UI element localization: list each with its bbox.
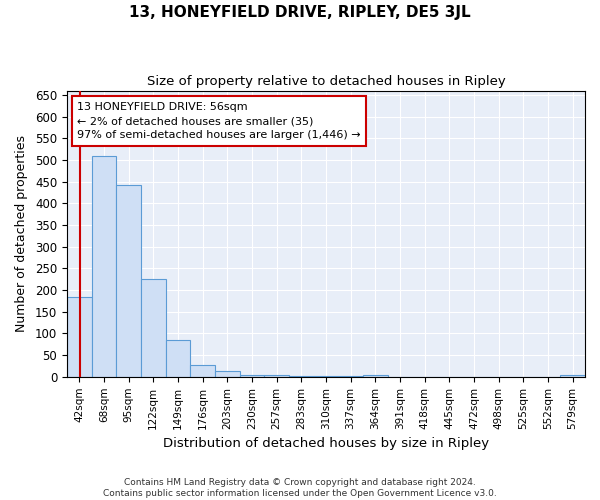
Text: Contains HM Land Registry data © Crown copyright and database right 2024.
Contai: Contains HM Land Registry data © Crown c… (103, 478, 497, 498)
Bar (141, 279, 166, 377)
Bar (215, 371, 239, 377)
Bar (363, 374, 388, 377)
Bar (92, 156, 116, 377)
Bar (166, 340, 190, 377)
X-axis label: Distribution of detached houses by size in Ripley: Distribution of detached houses by size … (163, 437, 489, 450)
Bar (190, 364, 215, 377)
Y-axis label: Number of detached properties: Number of detached properties (15, 135, 28, 332)
Bar (116, 184, 141, 377)
Bar (239, 374, 264, 377)
Text: 13, HONEYFIELD DRIVE, RIPLEY, DE5 3JL: 13, HONEYFIELD DRIVE, RIPLEY, DE5 3JL (129, 5, 471, 20)
Title: Size of property relative to detached houses in Ripley: Size of property relative to detached ho… (146, 75, 505, 88)
Bar (67, 298, 92, 377)
Bar (264, 375, 289, 377)
Bar (289, 376, 314, 377)
Text: 13 HONEYFIELD DRIVE: 56sqm
← 2% of detached houses are smaller (35)
97% of semi-: 13 HONEYFIELD DRIVE: 56sqm ← 2% of detac… (77, 102, 361, 140)
Bar (560, 374, 585, 377)
